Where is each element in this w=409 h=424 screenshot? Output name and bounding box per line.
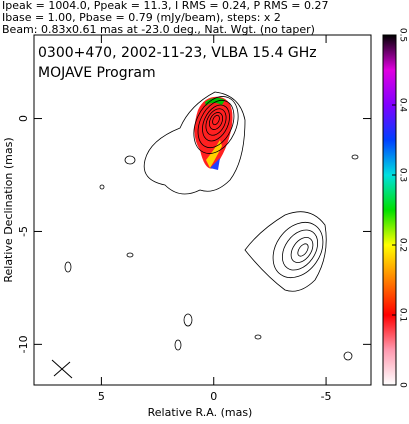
- header-line: Ipeak = 1004.0, Ppeak = 11.3, I RMS = 0.…: [2, 0, 329, 12]
- colorbar-tick-label: 0.4: [398, 98, 408, 113]
- y-axis-label: Relative Declination (mas): [2, 137, 15, 282]
- header-line: Ibase = 1.00, Pbase = 0.79 (mJy/beam), s…: [2, 11, 281, 24]
- x-tick-label: -5: [321, 390, 332, 403]
- contours: [51, 91, 359, 379]
- x-tick-label: 5: [98, 390, 105, 403]
- colorbar-tick-label: 0.3: [398, 168, 408, 182]
- x-tick-label: 0: [210, 390, 217, 403]
- colorbar-tick-label: 0: [398, 382, 408, 388]
- y-tick-label: -10: [17, 335, 30, 353]
- colorbar-tick-label: 0.5: [398, 28, 408, 42]
- chart-title: 0300+470, 2002-11-23, VLBA 15.4 GHz: [38, 45, 317, 61]
- plot-frame: [33, 34, 372, 386]
- header-line: Beam: 0.83x0.61 mas at -23.0 deg., Nat. …: [2, 23, 315, 36]
- y-tick-label: 0: [17, 115, 30, 122]
- colorbar-tick-label: 0.2: [398, 238, 408, 252]
- colorbar: [382, 34, 397, 386]
- chart-subtitle: MOJAVE Program: [38, 65, 156, 81]
- y-tick-label: -5: [17, 226, 30, 237]
- colorbar-tick-label: 0.1: [398, 308, 408, 322]
- x-axis-label: Relative R.A. (mas): [148, 406, 253, 419]
